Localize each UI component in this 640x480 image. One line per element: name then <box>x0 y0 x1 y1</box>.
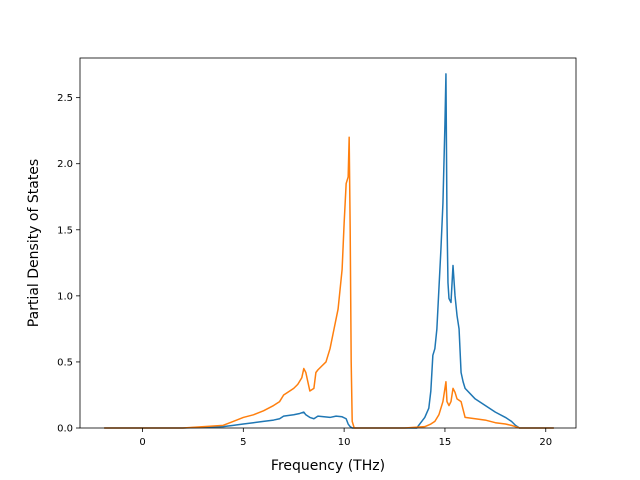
x-tick-label: 5 <box>240 437 246 448</box>
x-tick-label: 15 <box>439 437 452 448</box>
y-tick-label: 1.0 <box>57 291 73 302</box>
y-tick-label: 0.5 <box>57 357 73 368</box>
y-axis-title: Partial Density of States <box>26 159 42 327</box>
series-line-2 <box>104 136 554 429</box>
y-tick-label: 0.0 <box>57 424 73 435</box>
plot-frame <box>79 57 577 429</box>
series-line-1 <box>104 73 554 429</box>
y-tick-label: 2.5 <box>57 93 73 104</box>
y-axis-ticks: 0.0 0.5 1.0 1.5 2.0 2.5 <box>57 93 80 435</box>
x-tick-label: 10 <box>338 437 351 448</box>
x-tick-label: 0 <box>139 437 145 448</box>
x-axis-ticks: 0 5 10 15 20 <box>139 428 552 448</box>
series-layer <box>104 73 554 429</box>
x-tick-label: 20 <box>539 437 552 448</box>
y-tick-label: 2.0 <box>57 159 73 170</box>
y-tick-label: 1.5 <box>57 225 73 236</box>
x-axis-title: Frequency (THz) <box>271 458 385 474</box>
